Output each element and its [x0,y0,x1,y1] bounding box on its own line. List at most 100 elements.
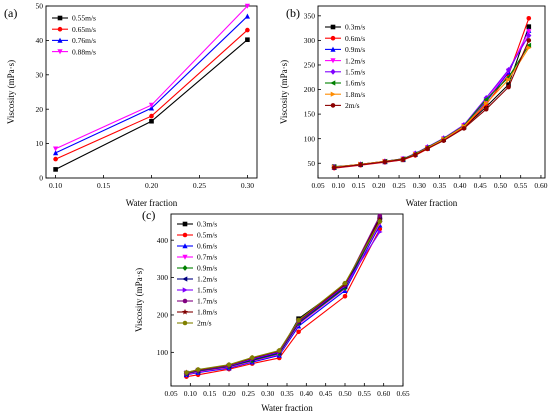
data-point [483,100,490,106]
x-tick-label: 0.50 [338,389,351,398]
data-point [377,219,383,224]
series-0.65m/s [53,27,250,162]
legend-marker [182,265,188,271]
legend-label: 0.3m/s [197,220,217,229]
x-tick-label: 0.05 [164,389,177,398]
y-tick-label: 200 [157,311,169,320]
y-tick-label: 100 [304,134,316,143]
legend-label: 2m/s [197,319,212,328]
data-point [377,213,383,219]
x-tick-label: 0.35 [433,181,446,190]
data-point [506,82,511,87]
x-axis-title: Water fraction [406,198,458,208]
legend-label: 0.3m/s [345,23,365,32]
data-point [342,293,348,299]
data-point [526,32,532,39]
legend-label: 1.8m/s [197,308,217,317]
data-point [331,165,337,170]
data-point [461,126,467,131]
data-point [52,146,59,152]
x-tick-label: 0.20 [372,181,385,190]
data-point [244,13,251,19]
legend-label: 2m/s [345,101,360,110]
data-point [505,66,512,73]
x-tick-label: 0.30 [413,181,426,190]
x-tick-label: 0.45 [319,389,332,398]
series-0.88m/s [52,3,251,152]
data-point [425,146,430,151]
data-point [526,29,532,35]
chart-panel-a: 0.10 0.15 0.20 0.25 0.30 0 10 20 30 40 50 Water fra… [4,2,258,208]
y-tick-label: 350 [304,11,316,20]
data-point [244,3,251,9]
y-tick-label: 50 [36,2,44,11]
x-tick-label: 0.10 [332,181,345,190]
data-point [377,229,383,235]
data-point [149,113,154,119]
x-tick-label: 0.10 [184,389,197,398]
y-tick-label: 30 [36,70,44,79]
legend-label: 1.5m/s [197,286,217,295]
data-point [526,24,532,29]
legend-label: 1.8m/s [345,90,365,99]
data-point [382,159,388,165]
data-point [342,280,348,286]
series-line [186,221,381,374]
legend-marker [330,91,336,97]
panel-label: (c) [142,208,155,222]
legend: 0.55m/s 0.65m/s 0.76m/s 0.88m/s [52,14,96,56]
legend-marker [330,68,336,75]
plot-frame [317,5,546,179]
y-tick-label: 200 [304,85,316,94]
data-point [483,104,489,110]
data-point [400,157,406,162]
x-tick-label: 0.60 [377,389,390,398]
x-tick-label: 0.30 [261,389,274,398]
data-point [526,38,532,43]
data-point [526,45,532,51]
series-2m/s [184,219,383,375]
data-point [483,106,489,112]
y-tick-label: 20 [36,105,44,114]
legend-label: 0.88m/s [72,47,96,56]
legend-marker [330,80,336,86]
legend-label: 1.5m/s [345,68,365,77]
legend-label: 1.2m/s [345,56,365,65]
x-tick-label: 0.10 [49,181,62,190]
legend-marker [330,58,336,64]
legend-marker [182,287,188,293]
legend-label: 0.6m/s [197,242,217,251]
y-tick-label: 50 [308,159,316,168]
x-tick-label: 0.20 [145,181,158,190]
legend-marker [182,308,188,315]
x-tick-label: 0.65 [396,389,409,398]
legend-marker [330,24,336,30]
legend-marker [182,320,188,326]
y-tick-label: 40 [36,36,44,45]
series-2m/s [331,38,532,170]
data-point [358,162,363,168]
y-tick-label: 300 [304,36,316,45]
series-line [186,223,381,375]
y-tick-label: 0 [39,174,43,183]
data-point [245,37,250,43]
data-point [149,118,154,124]
data-point [412,152,418,158]
x-tick-label: 0.45 [474,181,487,190]
data-point [184,370,189,375]
x-tick-label: 0.40 [453,181,466,190]
series-line [334,47,530,168]
series-0.76m/s [52,13,251,156]
legend-marker [57,26,63,32]
x-tick-label: 0.05 [311,181,324,190]
data-point [245,27,250,33]
data-point [296,317,301,323]
x-tick-label: 0.15 [352,181,365,190]
panel-label: (a) [4,6,17,20]
x-tick-label: 0.55 [358,389,371,398]
data-point [148,102,155,108]
legend-label: 1.2m/s [197,275,217,284]
legend-marker [182,232,188,238]
legend: 0.3m/s 0.5m/s 0.6m/s 0.7m/s 0.9m/s 1.2m/s 1.5m… [177,220,217,328]
